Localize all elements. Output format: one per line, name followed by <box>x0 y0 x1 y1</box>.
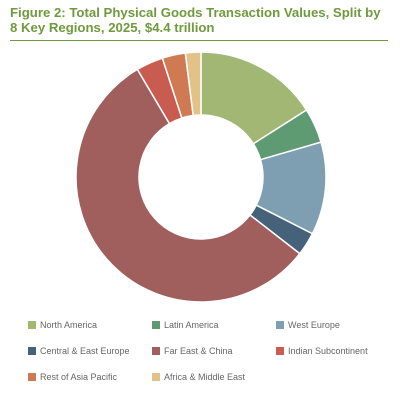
legend-swatch <box>28 320 36 329</box>
legend-item: Rest of Asia Pacific <box>28 370 152 383</box>
legend-label: West Europe <box>288 319 340 330</box>
legend-swatch <box>152 372 160 381</box>
legend-label: Indian Subcontinent <box>288 345 368 356</box>
legend-label: Central & East Europe <box>40 345 130 356</box>
legend-item: Latin America <box>152 318 276 331</box>
legend-item: North America <box>28 318 152 331</box>
donut-slice-africa-middle-east <box>184 51 202 117</box>
title-divider <box>10 40 388 41</box>
legend-label: North America <box>40 319 98 330</box>
legend-label: Africa & Middle East <box>164 371 246 382</box>
legend-item: Far East & China <box>152 344 276 357</box>
legend-label: Latin America <box>164 319 219 330</box>
donut-slice-far-east-china <box>75 68 301 303</box>
legend-swatch <box>28 346 36 355</box>
chart-legend: North America Latin America West Europe Cen… <box>28 318 388 383</box>
legend-swatch <box>28 372 36 381</box>
chart-title: Figure 2: Total Physical Goods Transacti… <box>10 5 381 35</box>
legend-item: Africa & Middle East <box>152 370 276 383</box>
legend-label: Rest of Asia Pacific <box>40 371 118 382</box>
legend-swatch <box>276 320 284 329</box>
legend-item: West Europe <box>276 318 388 331</box>
legend-item: Indian Subcontinent <box>276 344 388 357</box>
legend-swatch <box>152 320 160 329</box>
legend-swatch <box>276 346 284 355</box>
legend-item: Central & East Europe <box>28 344 152 357</box>
legend-label: Far East & China <box>164 345 233 356</box>
legend-swatch <box>152 346 160 355</box>
